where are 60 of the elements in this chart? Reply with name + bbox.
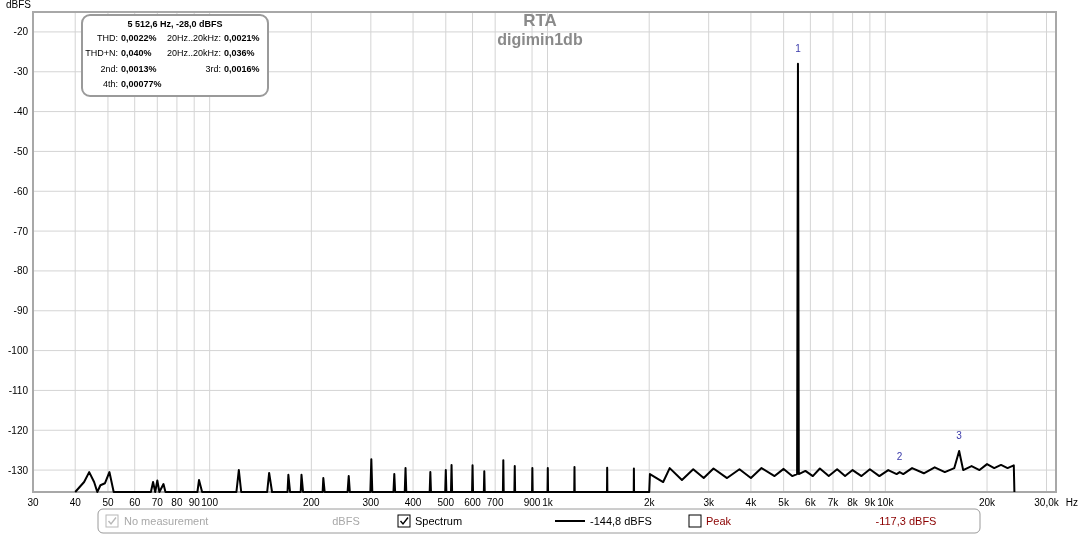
- x-tick-label: 6k: [805, 497, 817, 508]
- x-tick-label: 900: [523, 497, 541, 508]
- x-tick-label: 8k: [847, 497, 859, 508]
- annotation: 3rd: 0,0016%: [205, 64, 260, 74]
- x-tick-label: 5k: [778, 497, 790, 508]
- x-tick-label: 30: [27, 497, 39, 508]
- x-tick-label: 50: [102, 497, 114, 508]
- x-tick-label: 9k: [864, 497, 877, 508]
- y-tick-label: -60: [13, 185, 29, 197]
- x-axis-title: Hz: [1065, 497, 1078, 508]
- annotation: 20Hz..20kHz: 0,0021%: [166, 33, 260, 43]
- annotation: 1: [795, 42, 802, 54]
- annotation: 4th: 0,00077%: [102, 79, 162, 89]
- y-tick-label: -90: [13, 305, 29, 317]
- x-tick-label: 2k: [643, 497, 656, 508]
- text: No measurement: [124, 515, 209, 527]
- y-tick-label: -40: [13, 106, 29, 118]
- x-tick-label: 4k: [745, 497, 758, 508]
- y-tick-label: -80: [13, 265, 29, 277]
- x-tick-label: 7k: [827, 497, 840, 508]
- chart-title: RTA: [523, 11, 557, 30]
- x-tick-label: 70: [151, 497, 164, 508]
- annotation: 2: [896, 451, 903, 463]
- annotation: THD+N: 0,040%: [85, 48, 152, 58]
- y-tick-label: -70: [13, 225, 29, 237]
- annotation: 20Hz..20kHz: 0,036%: [166, 48, 255, 58]
- y-tick-label: -30: [13, 66, 29, 78]
- x-tick-label: 60: [129, 497, 141, 508]
- x-tick-label: 300: [362, 497, 380, 508]
- y-tick-label: -130: [7, 464, 29, 476]
- y-tick-label: -20: [13, 26, 29, 38]
- annotation: 2nd: 0,0013%: [100, 64, 157, 74]
- x-tick-label: 40: [69, 497, 82, 508]
- x-tick-label: 30,0k: [1034, 497, 1060, 508]
- x-tick-label: 600: [464, 497, 482, 508]
- legend-label: Spectrum: [415, 515, 463, 527]
- x-tick-label: 80: [171, 497, 183, 508]
- y-tick-label: -110: [8, 384, 29, 396]
- text: dBFS: [332, 515, 360, 527]
- text: -144,8 dBFS: [590, 515, 652, 527]
- annotation: 3: [956, 429, 963, 441]
- y-tick-label: -50: [13, 145, 29, 157]
- y-axis-title: dBFS: [6, 0, 32, 10]
- text: digimin1db: [497, 31, 583, 48]
- x-tick-label: 10k: [877, 497, 895, 508]
- x-tick-label: 90: [188, 497, 201, 508]
- text: Peak: [706, 515, 732, 527]
- annotation: THD: 0,0022%: [97, 33, 157, 43]
- x-tick-label: 100: [201, 497, 219, 508]
- x-tick-label: 500: [437, 497, 455, 508]
- x-tick-label: 400: [404, 497, 422, 508]
- y-tick-label: -100: [7, 345, 29, 357]
- x-tick-label: 20k: [978, 497, 997, 508]
- x-tick-label: 3k: [703, 497, 715, 508]
- annotation: 5 512,6 Hz, -28,0 dBFS: [127, 19, 223, 29]
- text: -117,3 dBFS: [875, 515, 937, 527]
- y-tick-label: -120: [7, 424, 29, 436]
- x-tick-label: 700: [486, 497, 504, 508]
- x-tick-label: 200: [303, 497, 321, 508]
- x-tick-label: 1k: [542, 497, 554, 508]
